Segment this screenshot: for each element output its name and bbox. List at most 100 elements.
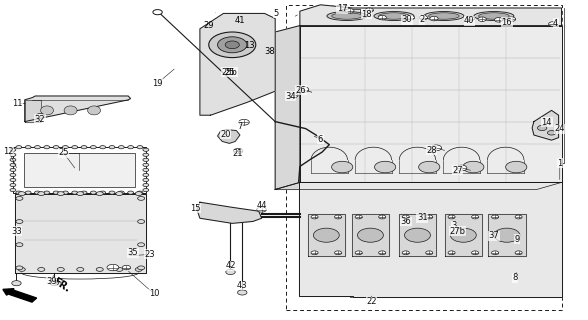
Text: 22: 22: [366, 297, 377, 306]
Circle shape: [355, 215, 362, 219]
Text: 27: 27: [452, 166, 463, 175]
Circle shape: [16, 243, 23, 247]
Circle shape: [494, 228, 520, 242]
Text: 4: 4: [553, 19, 558, 28]
Polygon shape: [308, 214, 345, 256]
Circle shape: [128, 191, 133, 194]
Circle shape: [335, 215, 342, 219]
Text: 24: 24: [554, 124, 565, 133]
Text: 40: 40: [464, 16, 475, 25]
Circle shape: [10, 179, 16, 182]
Polygon shape: [299, 182, 562, 297]
Polygon shape: [197, 202, 262, 223]
Polygon shape: [218, 130, 240, 143]
Text: 16: 16: [502, 18, 512, 27]
Circle shape: [53, 191, 59, 194]
Circle shape: [135, 192, 142, 196]
Text: 31: 31: [417, 213, 427, 222]
Text: 38: 38: [264, 47, 275, 56]
Circle shape: [226, 269, 235, 275]
Ellipse shape: [327, 12, 367, 20]
Text: 10: 10: [149, 289, 159, 298]
Ellipse shape: [379, 13, 409, 19]
Ellipse shape: [88, 106, 101, 115]
Circle shape: [143, 168, 149, 172]
Circle shape: [402, 251, 409, 255]
Text: 9: 9: [515, 235, 520, 244]
Circle shape: [379, 251, 386, 255]
Polygon shape: [488, 214, 526, 256]
Circle shape: [290, 93, 298, 98]
Circle shape: [100, 146, 106, 149]
Circle shape: [537, 125, 547, 131]
Circle shape: [96, 192, 103, 196]
Circle shape: [16, 196, 23, 200]
Circle shape: [109, 146, 115, 149]
Text: 15: 15: [190, 204, 201, 212]
Circle shape: [448, 215, 455, 219]
Text: 39: 39: [46, 277, 57, 286]
Circle shape: [44, 146, 50, 149]
Polygon shape: [200, 13, 275, 115]
Bar: [350, 184, 559, 297]
Circle shape: [379, 215, 386, 219]
Circle shape: [257, 207, 266, 212]
Circle shape: [57, 192, 64, 196]
Circle shape: [10, 158, 16, 161]
Circle shape: [12, 281, 21, 286]
Circle shape: [492, 215, 499, 219]
Circle shape: [35, 146, 41, 149]
Ellipse shape: [424, 12, 464, 20]
Circle shape: [107, 264, 119, 271]
Circle shape: [430, 16, 438, 21]
Ellipse shape: [479, 13, 509, 19]
Circle shape: [506, 161, 527, 173]
Text: 32: 32: [35, 115, 45, 124]
Circle shape: [492, 251, 499, 255]
Circle shape: [507, 17, 516, 21]
Circle shape: [472, 251, 479, 255]
Circle shape: [431, 145, 442, 151]
Circle shape: [116, 192, 123, 196]
Circle shape: [76, 192, 84, 196]
Circle shape: [313, 228, 339, 242]
Circle shape: [137, 146, 143, 149]
Circle shape: [10, 183, 16, 187]
Text: 28: 28: [426, 146, 437, 155]
Circle shape: [332, 161, 353, 173]
Ellipse shape: [41, 106, 54, 115]
Circle shape: [239, 119, 249, 125]
Circle shape: [143, 148, 149, 151]
Circle shape: [16, 191, 22, 194]
Text: 33: 33: [11, 227, 22, 236]
Text: 44: 44: [257, 201, 268, 210]
Polygon shape: [15, 194, 146, 273]
Text: 17: 17: [337, 4, 348, 13]
Text: 23: 23: [145, 250, 155, 259]
Circle shape: [25, 191, 31, 194]
Circle shape: [466, 16, 475, 21]
Polygon shape: [275, 182, 562, 189]
Polygon shape: [399, 214, 436, 256]
Circle shape: [10, 163, 16, 166]
Circle shape: [62, 146, 68, 149]
Circle shape: [118, 146, 124, 149]
Circle shape: [138, 220, 145, 223]
Text: 1: 1: [557, 159, 562, 168]
Ellipse shape: [429, 13, 459, 19]
Text: 2: 2: [420, 15, 425, 24]
Bar: [13, 147, 146, 193]
Circle shape: [122, 265, 131, 270]
Circle shape: [91, 146, 96, 149]
Text: 41: 41: [235, 16, 245, 25]
Circle shape: [419, 161, 440, 173]
Polygon shape: [352, 214, 389, 256]
Circle shape: [57, 268, 64, 271]
Circle shape: [515, 251, 522, 255]
Circle shape: [100, 191, 106, 194]
Circle shape: [426, 215, 433, 219]
Circle shape: [44, 191, 50, 194]
Text: 12: 12: [4, 147, 14, 156]
Circle shape: [405, 228, 430, 242]
Polygon shape: [445, 214, 482, 256]
